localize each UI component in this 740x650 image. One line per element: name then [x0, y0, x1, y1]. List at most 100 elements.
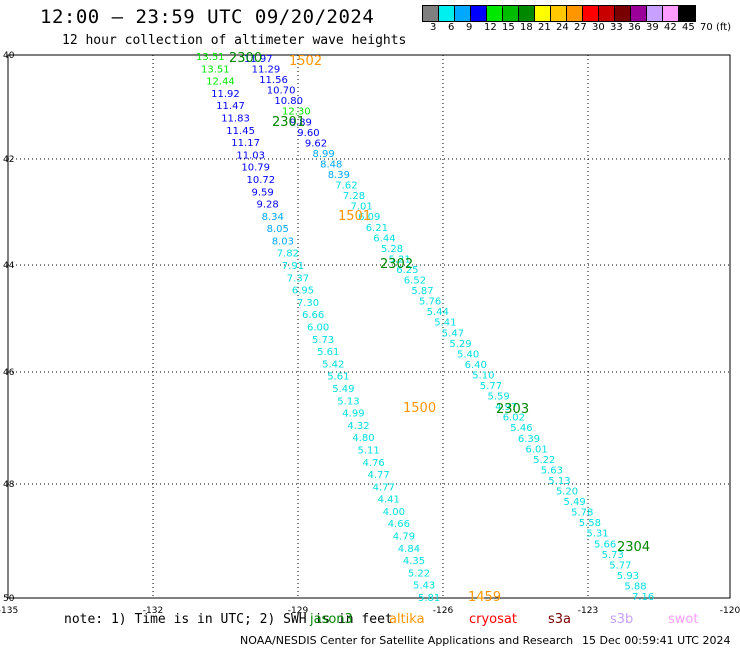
track-b-value: 6.21 [366, 223, 388, 234]
track-b-value: 6.44 [373, 233, 395, 244]
satellite-legend-item: s3b [610, 612, 634, 627]
colorbar-label: 33 [610, 22, 623, 33]
track-b-value: 5.66 [594, 539, 616, 550]
track-a-value: 6.95 [292, 286, 314, 297]
track-a-value: 6.66 [302, 310, 324, 321]
track-a-value: 8.03 [272, 236, 294, 247]
track-a-value: 5.49 [332, 384, 354, 395]
colorbar-label: 70 [700, 22, 713, 33]
colorbar-swatch [439, 6, 455, 21]
lon-tick-label: -135 [0, 606, 18, 616]
colorbar-swatch [615, 6, 631, 21]
track-time-label: 1500 [403, 401, 436, 416]
track-b-value: 5.73 [602, 550, 624, 561]
track-a-value: 5.43 [413, 581, 435, 592]
track-b-value: 5.10 [472, 371, 494, 382]
colorbar-label: 9 [466, 22, 473, 33]
track-b-value: 5.21 [389, 254, 411, 265]
track-a-value: 4.32 [347, 421, 369, 432]
track-b-value: 6.25 [396, 265, 418, 276]
satellite-legend-item: swot [668, 612, 699, 627]
track-a-value: 5.11 [358, 446, 380, 457]
lon-tick-label: -129 [288, 606, 309, 616]
colorbar-swatch [583, 6, 599, 21]
track-a-value: 13.51 [196, 52, 225, 63]
track-a-value: 7.82 [277, 249, 299, 260]
track-a-value: 7.37 [287, 273, 309, 284]
track-b-value: 5.29 [449, 339, 471, 350]
colorbar-swatch [599, 6, 615, 21]
colorbar-swatch [503, 6, 519, 21]
track-a-value: 4.84 [398, 544, 420, 555]
track-b-value: 8.99 [313, 149, 335, 160]
track-b-value: 7.62 [335, 181, 357, 192]
track-time-label: 1501 [338, 209, 371, 224]
track-a-value: 4.35 [403, 556, 425, 567]
track-time-label: 2300 [229, 51, 262, 66]
track-a-value: 4.66 [388, 519, 410, 530]
track-b-value: 5.41 [434, 318, 456, 329]
track-a-value: 13.51 [201, 64, 230, 75]
track-a-value: 8.34 [262, 212, 284, 223]
track-a-value: 5.13 [337, 396, 359, 407]
track-b-value: 11.29 [252, 65, 281, 76]
colorbar-label: 12 [484, 22, 497, 33]
track-b-value: 8.39 [328, 170, 350, 181]
lat-tick-label: 42 [3, 155, 14, 165]
colorbar-label: 36 [628, 22, 641, 33]
track-a-value: 9.28 [257, 200, 279, 211]
track-a-value: 4.00 [383, 507, 405, 518]
track-b-value: 6.52 [404, 276, 426, 287]
track-b-value: 6.40 [465, 360, 487, 371]
track-a-value: 4.77 [373, 482, 395, 493]
track-b-value: 5.44 [427, 307, 449, 318]
satellite-legend-item: altika [389, 612, 425, 627]
colorbar-swatch [455, 6, 471, 21]
track-time-label: 1459 [468, 590, 501, 605]
track-b-value: 5.58 [579, 518, 601, 529]
colorbar-swatch [519, 6, 535, 21]
colorbar-swatch [663, 6, 679, 21]
colorbar-swatch [471, 6, 487, 21]
track-b-value: 5.47 [442, 328, 464, 339]
track-b-value: 6.02 [503, 413, 525, 424]
track-a-value: 10.79 [241, 163, 270, 174]
track-a-value: 5.81 [418, 593, 440, 604]
lon-tick-label: -123 [578, 606, 598, 616]
satellite-legend-item: jason3 [310, 612, 353, 627]
track-a-value: 5.61 [317, 347, 339, 358]
generated-timestamp: 15 Dec 00:59:41 UTC 2024 [582, 634, 731, 647]
track-b-value: 6.01 [526, 444, 548, 455]
track-b-value: 5.76 [419, 297, 441, 308]
track-b-value: 5.13 [548, 476, 570, 487]
track-b-value: 5.77 [480, 381, 502, 392]
colorbar-label: 24 [556, 22, 569, 33]
track-a-value: 11.47 [216, 101, 245, 112]
track-a-value: 5.42 [322, 359, 344, 370]
track-b-value: 11.97 [244, 54, 273, 65]
colorbar-label: 18 [520, 22, 533, 33]
track-b-value: 4.97 [495, 402, 517, 413]
track-b-value: 10.80 [274, 96, 303, 107]
credit-text: NOAA/NESDIS Center for Satellite Applica… [240, 634, 574, 647]
track-a-value: 4.99 [342, 409, 364, 420]
colorbar-label: 45 [682, 22, 695, 33]
track-time-label: 2303 [496, 402, 529, 417]
track-a-value: 11.83 [221, 114, 250, 125]
track-time-label: 2304 [617, 540, 650, 555]
lon-tick-label: -126 [433, 606, 454, 616]
track-b-value: 5.78 [571, 508, 593, 519]
track-b-value: 5.87 [411, 286, 433, 297]
colorbar-swatch [567, 6, 583, 21]
colorbar-label: 6 [448, 22, 455, 33]
track-a-value: 4.41 [378, 495, 400, 506]
map-frame [7, 54, 731, 599]
colorbar-swatch [647, 6, 663, 21]
colorbar-label: 27 [574, 22, 587, 33]
track-b-value: 6.09 [358, 212, 380, 223]
track-b-value: 9.62 [305, 138, 327, 149]
track-time-label: 2302 [380, 257, 413, 272]
satellite-legend-item: cryosat [469, 612, 517, 627]
colorbar-swatch [631, 6, 647, 21]
track-a-value: 7.91 [282, 261, 304, 272]
